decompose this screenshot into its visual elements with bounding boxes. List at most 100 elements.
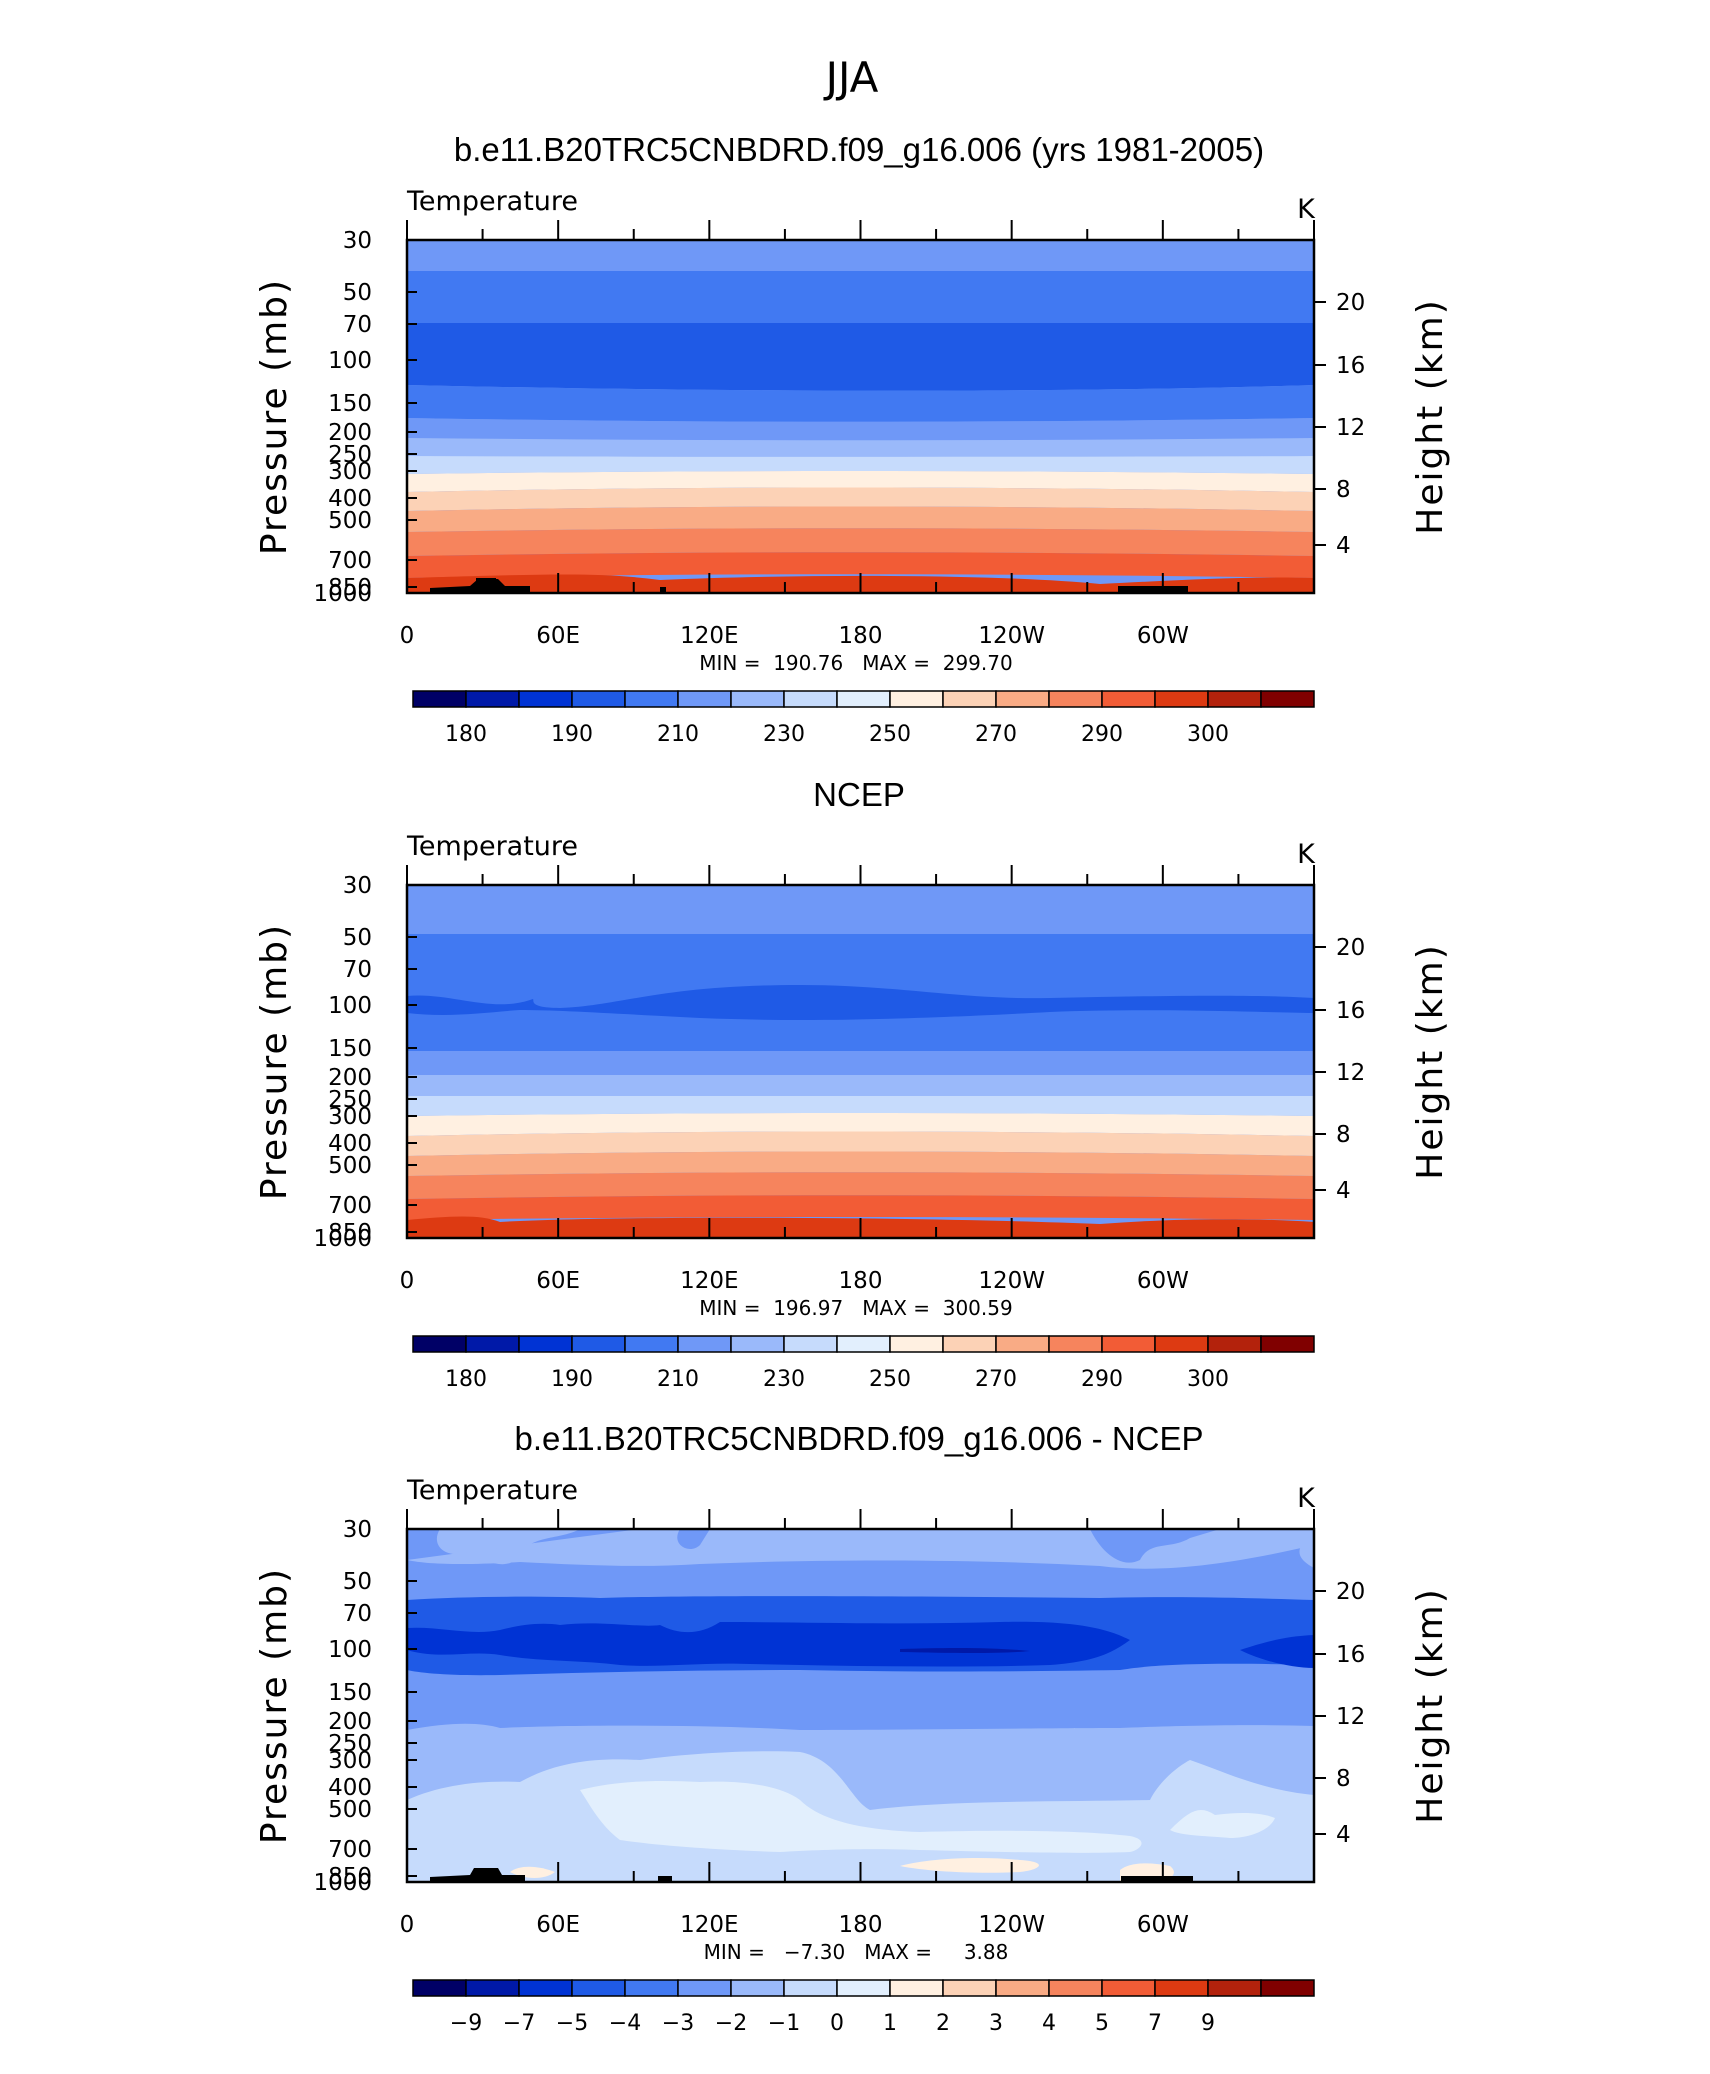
band (407, 1096, 1314, 1116)
pressure-tick-label: 400 (328, 1131, 372, 1157)
colorbar-swatch (1101, 1335, 1156, 1353)
colorbar-swatch (518, 1979, 573, 1997)
band (407, 418, 1314, 441)
colorbar-label: 290 (1081, 1367, 1123, 1392)
band (407, 1529, 1314, 1569)
colorbar-swatch (1048, 690, 1103, 708)
colorbar-label: −1 (768, 2011, 800, 2036)
colorbar-label: 9 (1201, 2011, 1215, 2036)
colorbar-swatch (995, 690, 1050, 708)
pressure-tick-label: 100 (328, 1637, 372, 1663)
band (580, 1780, 1142, 1853)
y-axis-title-right: Height (km) (1410, 1587, 1451, 1823)
topography (1118, 586, 1188, 593)
colorbar-swatch (783, 1979, 838, 1997)
pressure-tick-label: 250 (328, 1087, 372, 1113)
height-tick-label: 8 (1336, 1766, 1351, 1792)
colorbar-swatch (1101, 690, 1156, 708)
colorbar-swatch (624, 690, 679, 708)
pressure-tick-label: 700 (328, 1837, 372, 1863)
height-tick-label: 4 (1336, 1178, 1351, 1204)
height-tick-label: 12 (1336, 1704, 1365, 1730)
lon-tick-label: 0 (400, 623, 415, 649)
colorbar-swatch (889, 690, 944, 708)
colorbar-swatch (1048, 1335, 1103, 1353)
pressure-tick-label: 150 (328, 1680, 372, 1706)
colorbar-label: 7 (1148, 2011, 1162, 2036)
band (407, 271, 1314, 325)
y-axis-title-left: Pressure (mb) (254, 1567, 295, 1844)
colorbar-label: 3 (989, 2011, 1003, 2036)
height-tick-label: 20 (1336, 1579, 1365, 1605)
pressure-tick-label: 50 (343, 925, 372, 951)
band (407, 323, 1314, 391)
height-tick-label: 12 (1336, 1060, 1365, 1086)
topography (660, 587, 666, 593)
lon-tick-label: 60W (1137, 1912, 1189, 1938)
pressure-tick-label: 200 (328, 1709, 372, 1735)
figure-title: JJA (823, 53, 879, 102)
band (1240, 1635, 1314, 1668)
lon-tick-label: 180 (839, 1912, 883, 1938)
colorbar-swatch (783, 1335, 838, 1353)
colorbar-swatch (1048, 1979, 1103, 1997)
colorbar-label: 1 (883, 2011, 897, 2036)
min-max-stats: MIN = 190.76 MAX = 299.70 (699, 651, 1012, 675)
contour-field (407, 1529, 1314, 1882)
colorbar-swatch (1207, 690, 1262, 708)
band (407, 1051, 1314, 1075)
topography (1121, 1876, 1193, 1882)
colorbar-label: 180 (445, 722, 487, 747)
lon-tick-label: 0 (400, 1912, 415, 1938)
band (407, 471, 1314, 492)
height-tick-label: 20 (1336, 290, 1365, 316)
panel-ncep: NCEP Temperature K 305070100150200250300… (254, 776, 1451, 1392)
band (407, 528, 1314, 556)
pressure-tick-label: 250 (328, 442, 372, 468)
colorbar-swatch (836, 1335, 891, 1353)
colorbar-label: −7 (503, 2011, 535, 2036)
pressure-tick-label: 1000 (313, 1226, 372, 1252)
colorbar-label: 300 (1187, 1367, 1229, 1392)
topography (430, 1868, 525, 1882)
pressure-tick-label: 100 (328, 348, 372, 374)
y-axis-title-left: Pressure (mb) (254, 923, 295, 1200)
height-tick-label: 16 (1336, 1642, 1365, 1668)
contour-field (407, 885, 1314, 1238)
colorbar-swatch (518, 690, 573, 708)
pressure-tick-label: 400 (328, 1775, 372, 1801)
colorbar-swatch (1260, 1335, 1315, 1353)
pressure-tick-label: 30 (343, 873, 372, 899)
pressure-tick-label: 200 (328, 1065, 372, 1091)
band (407, 385, 1314, 422)
colorbar-swatch (677, 1979, 732, 1997)
pressure-tick-label: 200 (328, 420, 372, 446)
colorbar-label: 180 (445, 1367, 487, 1392)
lon-tick-label: 120E (680, 1268, 738, 1294)
pressure-tick-label: 850 (328, 575, 372, 601)
pressure-tick-label: 150 (328, 391, 372, 417)
colorbar-swatch (730, 690, 785, 708)
colorbar-swatch (836, 1979, 891, 1997)
lon-tick-label: 0 (400, 1268, 415, 1294)
pressure-tick-label: 700 (328, 548, 372, 574)
pressure-tick-label: 70 (343, 1601, 372, 1627)
pressure-tick-label: 250 (328, 1731, 372, 1757)
band (407, 456, 1314, 474)
panel-units-label: K (1297, 1483, 1316, 1514)
lon-tick-label: 60W (1137, 1268, 1189, 1294)
lon-tick-label: 180 (839, 1268, 883, 1294)
height-tick-label: 8 (1336, 1122, 1351, 1148)
lon-tick-label: 120W (978, 623, 1045, 649)
colorbar-label: 2 (936, 2011, 950, 2036)
height-tick-label: 20 (1336, 935, 1365, 961)
height-tick-label: 4 (1336, 533, 1351, 559)
colorbar-swatch (465, 1335, 520, 1353)
colorbar-label: 230 (763, 1367, 805, 1392)
colorbar-swatch (836, 690, 891, 708)
lon-tick-label: 60E (536, 1912, 580, 1938)
band (407, 1529, 580, 1565)
colorbar-label: 290 (1081, 722, 1123, 747)
